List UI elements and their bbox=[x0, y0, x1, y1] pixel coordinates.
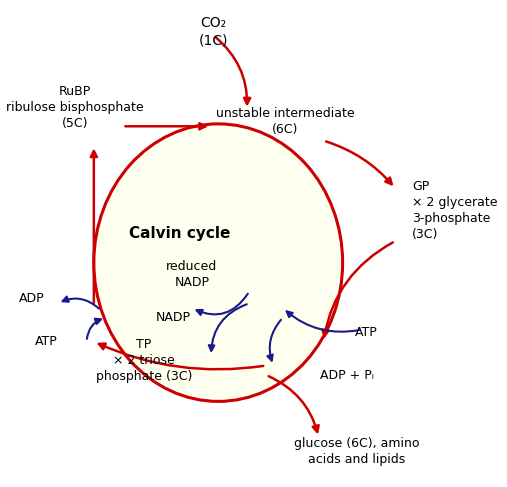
Text: reduced
NADP: reduced NADP bbox=[166, 260, 218, 289]
Text: ATP: ATP bbox=[355, 325, 378, 338]
Text: ADP + Pᵢ: ADP + Pᵢ bbox=[320, 369, 374, 382]
Text: NADP: NADP bbox=[155, 311, 190, 324]
Text: unstable intermediate
(6C): unstable intermediate (6C) bbox=[216, 107, 354, 136]
Text: Calvin cycle: Calvin cycle bbox=[129, 226, 231, 242]
Text: RuBP
ribulose bisphosphate
(5C): RuBP ribulose bisphosphate (5C) bbox=[6, 85, 143, 130]
Text: ADP: ADP bbox=[19, 292, 45, 305]
Text: CO₂
(1C): CO₂ (1C) bbox=[199, 16, 228, 48]
Text: ATP: ATP bbox=[34, 335, 57, 348]
Text: glucose (6C), amino
acids and lipids: glucose (6C), amino acids and lipids bbox=[294, 437, 420, 466]
Ellipse shape bbox=[94, 124, 343, 401]
Text: TP
× 2 triose
phosphate (3C): TP × 2 triose phosphate (3C) bbox=[96, 338, 192, 383]
Text: GP
× 2 glycerate
3-phosphate
(3C): GP × 2 glycerate 3-phosphate (3C) bbox=[412, 180, 497, 241]
